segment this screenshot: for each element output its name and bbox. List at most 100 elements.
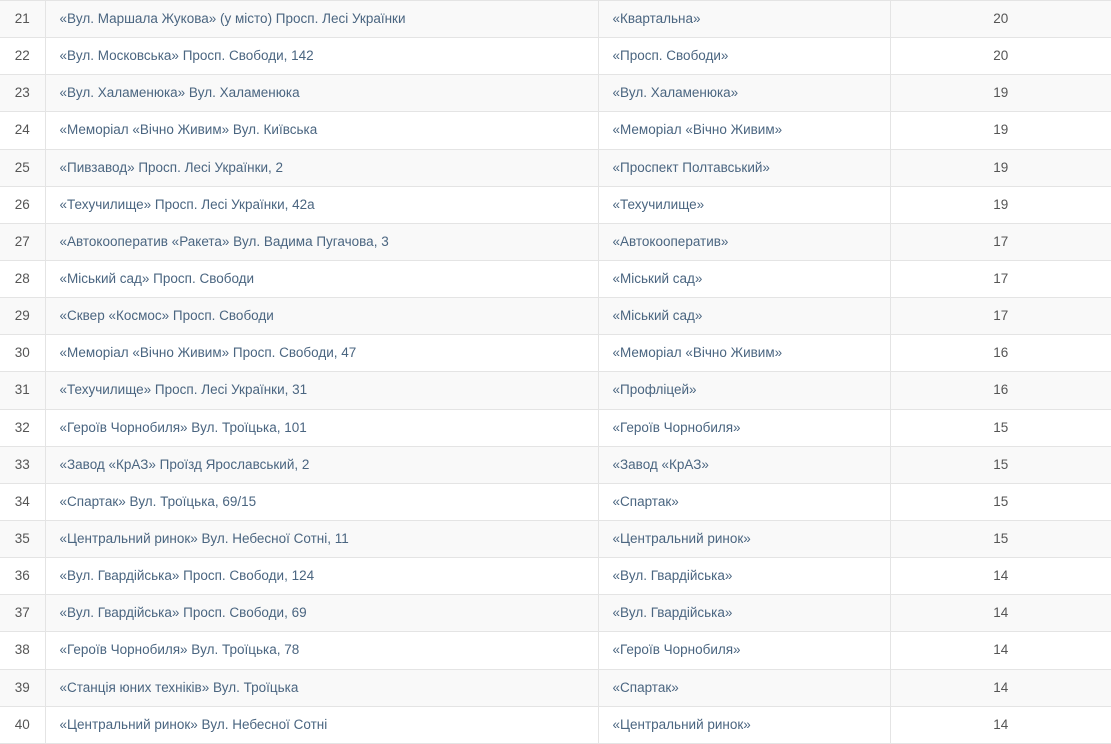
table-row: 38 «Героїв Чорнобиля» Вул. Троїцька, 78 «Г… <box>0 631 1111 670</box>
stop-name-cell: «Героїв Чорнобиля» Вул. Троїцька, 101 <box>45 408 599 447</box>
count-value-cell: 14 <box>890 594 1111 633</box>
stop-name-cell: «Вул. Гвардійська» Просп. Свободи, 124 <box>45 557 599 596</box>
route-name-cell: «Вул. Гвардійська» <box>598 594 891 633</box>
count-value-cell: 17 <box>890 297 1111 336</box>
table-row: 37 «Вул. Гвардійська» Просп. Свободи, 69 «… <box>0 594 1111 633</box>
route-name-cell: «Вул. Халаменюка» <box>598 74 891 113</box>
row-index-cell: 31 <box>0 371 46 410</box>
count-value-cell: 16 <box>890 371 1111 410</box>
count-value-cell: 15 <box>890 408 1111 447</box>
row-index-cell: 37 <box>0 594 46 633</box>
table-row: 30 «Меморіал «Вічно Живим» Просп. Свободи… <box>0 334 1111 373</box>
count-value-cell: 15 <box>890 519 1111 559</box>
count-value-cell: 14 <box>890 705 1111 744</box>
table-row: 35 «Центральний ринок» Вул. Небесної Сотн… <box>0 519 1111 559</box>
route-name-cell: «Техучилище» <box>598 185 891 224</box>
stop-name-cell: «Вул. Маршала Жукова» (у місто) Просп. Л… <box>45 0 599 39</box>
count-value-cell: 20 <box>890 0 1111 39</box>
row-index-cell: 30 <box>0 334 46 373</box>
stop-name-cell: «Міський сад» Просп. Свободи <box>45 259 599 299</box>
stop-name-cell: «Станція юних техніків» Вул. Троїцька <box>45 668 599 707</box>
route-name-cell: «Квартальна» <box>598 0 891 39</box>
stop-name-cell: «Завод «КрАЗ» Проїзд Ярославський, 2 <box>45 445 599 484</box>
route-name-cell: «Міський сад» <box>598 297 891 336</box>
stop-name-cell: «Спартак» Вул. Троїцька, 69/15 <box>45 482 599 521</box>
stop-name-cell: «Вул. Московська» Просп. Свободи, 142 <box>45 37 599 76</box>
stop-name-cell: «Вул. Халаменюка» Вул. Халаменюка <box>45 74 599 113</box>
row-index-cell: 26 <box>0 185 46 224</box>
table-row: 40 «Центральний ринок» Вул. Небесної Сотн… <box>0 705 1111 744</box>
count-value-cell: 16 <box>890 334 1111 373</box>
row-index-cell: 22 <box>0 37 46 76</box>
row-index-cell: 27 <box>0 222 46 261</box>
stop-name-cell: «Центральний ринок» Вул. Небесної Сотні <box>45 705 599 744</box>
route-name-cell: «Героїв Чорнобиля» <box>598 408 891 447</box>
stop-name-cell: «Меморіал «Вічно Живим» Вул. Київська <box>45 111 599 150</box>
count-value-cell: 15 <box>890 445 1111 484</box>
route-name-cell: «Центральний ринок» <box>598 519 891 559</box>
row-index-cell: 36 <box>0 557 46 596</box>
table-row: 36 «Вул. Гвардійська» Просп. Свободи, 124… <box>0 557 1111 596</box>
route-name-cell: «Проспект Полтавський» <box>598 148 891 187</box>
table-row: 24 «Меморіал «Вічно Живим» Вул. Київська «… <box>0 111 1111 150</box>
row-index-cell: 40 <box>0 705 46 744</box>
count-value-cell: 20 <box>890 37 1111 76</box>
stop-name-cell: «Техучилище» Просп. Лесі Українки, 42а <box>45 185 599 224</box>
table-row: 33 «Завод «КрАЗ» Проїзд Ярославський, 2 «З… <box>0 445 1111 484</box>
row-index-cell: 29 <box>0 297 46 336</box>
route-name-cell: «Центральний ринок» <box>598 705 891 744</box>
table-row: 22 «Вул. Московська» Просп. Свободи, 142 «… <box>0 37 1111 76</box>
row-index-cell: 25 <box>0 148 46 187</box>
route-name-cell: «Вул. Гвардійська» <box>598 557 891 596</box>
row-index-cell: 39 <box>0 668 46 707</box>
stop-name-cell: «Техучилище» Просп. Лесі Українки, 31 <box>45 371 599 410</box>
table-row: 23 «Вул. Халаменюка» Вул. Халаменюка «Вул.… <box>0 74 1111 113</box>
stop-name-cell: «Центральний ринок» Вул. Небесної Сотні,… <box>45 519 599 559</box>
stop-name-cell: «Героїв Чорнобиля» Вул. Троїцька, 78 <box>45 631 599 670</box>
count-value-cell: 14 <box>890 631 1111 670</box>
row-index-cell: 21 <box>0 0 46 39</box>
table-row: 26 «Техучилище» Просп. Лесі Українки, 42а… <box>0 185 1111 224</box>
table-row: 32 «Героїв Чорнобиля» Вул. Троїцька, 101 «… <box>0 408 1111 447</box>
count-value-cell: 19 <box>890 74 1111 113</box>
table-row: 29 «Сквер «Космос» Просп. Свободи «Міський… <box>0 297 1111 336</box>
stop-name-cell: «Пивзавод» Просп. Лесі Українки, 2 <box>45 148 599 187</box>
row-index-cell: 33 <box>0 445 46 484</box>
stop-name-cell: «Сквер «Космос» Просп. Свободи <box>45 297 599 336</box>
route-name-cell: «Героїв Чорнобиля» <box>598 631 891 670</box>
row-index-cell: 34 <box>0 482 46 521</box>
table-row: 31 «Техучилище» Просп. Лесі Українки, 31 «… <box>0 371 1111 410</box>
row-index-cell: 28 <box>0 259 46 299</box>
table-row: 28 «Міський сад» Просп. Свободи «Міський с… <box>0 259 1111 299</box>
route-name-cell: «Просп. Свободи» <box>598 37 891 76</box>
stop-name-cell: «Меморіал «Вічно Живим» Просп. Свободи, … <box>45 334 599 373</box>
count-value-cell: 19 <box>890 185 1111 224</box>
table-row: 25 «Пивзавод» Просп. Лесі Українки, 2 «Про… <box>0 148 1111 187</box>
count-value-cell: 14 <box>890 557 1111 596</box>
row-index-cell: 23 <box>0 74 46 113</box>
table-row: 21 «Вул. Маршала Жукова» (у місто) Просп.… <box>0 0 1111 39</box>
route-name-cell: «Міський сад» <box>598 259 891 299</box>
route-name-cell: «Профліцей» <box>598 371 891 410</box>
count-value-cell: 19 <box>890 111 1111 150</box>
stop-name-cell: «Вул. Гвардійська» Просп. Свободи, 69 <box>45 594 599 633</box>
count-value-cell: 15 <box>890 482 1111 521</box>
count-value-cell: 17 <box>890 222 1111 261</box>
row-index-cell: 35 <box>0 519 46 559</box>
row-index-cell: 24 <box>0 111 46 150</box>
route-name-cell: «Спартак» <box>598 668 891 707</box>
count-value-cell: 14 <box>890 668 1111 707</box>
route-name-cell: «Спартак» <box>598 482 891 521</box>
route-name-cell: «Завод «КрАЗ» <box>598 445 891 484</box>
route-name-cell: «Автокооператив» <box>598 222 891 261</box>
route-name-cell: «Меморіал «Вічно Живим» <box>598 111 891 150</box>
table-row: 39 «Станція юних техніків» Вул. Троїцька «… <box>0 668 1111 707</box>
route-name-cell: «Меморіал «Вічно Живим» <box>598 334 891 373</box>
table-row: 34 «Спартак» Вул. Троїцька, 69/15 «Спартак… <box>0 482 1111 521</box>
table-row: 27 «Автокооператив «Ракета» Вул. Вадима П… <box>0 222 1111 261</box>
stop-name-cell: «Автокооператив «Ракета» Вул. Вадима Пуг… <box>45 222 599 261</box>
count-value-cell: 17 <box>890 259 1111 299</box>
row-index-cell: 32 <box>0 408 46 447</box>
